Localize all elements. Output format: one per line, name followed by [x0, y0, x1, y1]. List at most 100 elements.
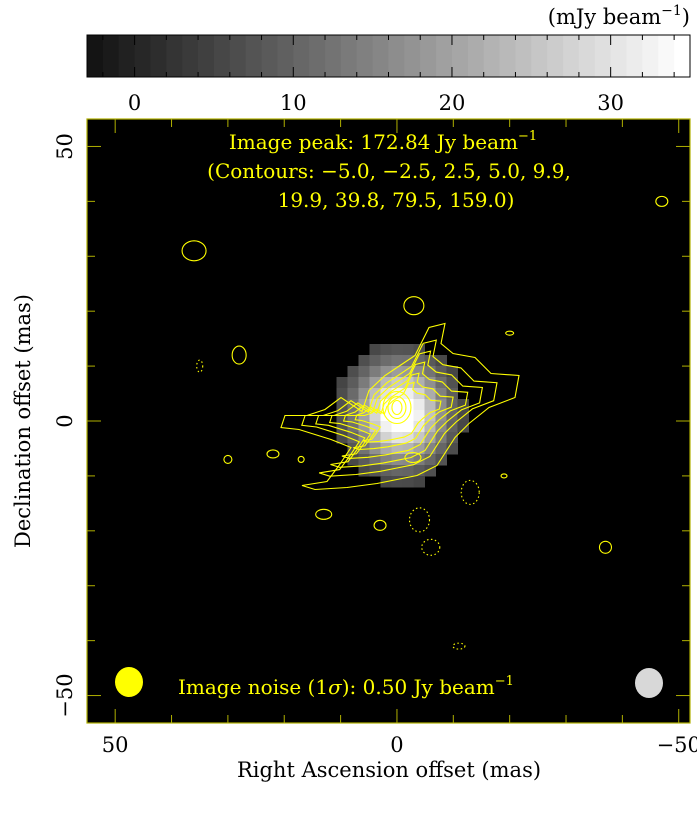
image-pixel: [424, 410, 436, 422]
axis-ticks: [87, 119, 690, 723]
negative-contour-line: [196, 359, 204, 373]
image-pixel: [336, 399, 348, 411]
colorbar-step: [166, 35, 183, 77]
contours-annotation-line2: 19.9, 39.8, 79.5, 159.0): [278, 188, 515, 212]
image-pixel: [347, 399, 359, 411]
colorbar-step: [245, 35, 263, 77]
colorbar-step: [372, 35, 390, 77]
colorbar-step: [499, 35, 517, 77]
image-pixel: [435, 355, 447, 367]
image-pixel: [369, 454, 381, 466]
contour-line: [223, 454, 233, 464]
image-pixel: [391, 377, 403, 389]
image-pixel: [380, 421, 392, 433]
colorbar-tick-label: 20: [439, 91, 466, 115]
colorbar-step: [102, 35, 120, 77]
colorbar-step: [451, 35, 469, 77]
colorbar-step: [610, 35, 628, 77]
image-pixel: [347, 443, 359, 455]
image-pixel: [369, 410, 381, 422]
image-pixel: [402, 355, 414, 367]
contour-line: [301, 339, 498, 477]
image-pixel: [336, 388, 348, 400]
image-pixel: [457, 421, 469, 433]
image-pixel: [424, 377, 436, 389]
image-pixel: [369, 421, 381, 433]
image-pixel: [446, 366, 458, 378]
image-pixel: [391, 410, 403, 422]
negative-contour-line: [452, 642, 466, 650]
colorbar-step: [594, 35, 612, 77]
image-pixel: [358, 465, 370, 477]
image-pixel: [446, 443, 458, 455]
contour-line: [231, 345, 247, 365]
image-pixel: [413, 465, 425, 477]
y-axis-title: Declination offset (mas): [11, 294, 35, 548]
image-pixel: [435, 410, 447, 422]
image-pixel: [369, 465, 381, 477]
image-pixel: [413, 443, 425, 455]
colorbar-step: [388, 35, 405, 77]
colorbar-step: [404, 35, 421, 77]
image-pixel: [380, 399, 392, 411]
colorbar-step: [515, 35, 532, 77]
contour-line: [391, 399, 403, 416]
negative-contour-line: [460, 479, 480, 505]
image-pixel: [336, 432, 348, 444]
axis-tick-labels: 0 10 20 30 50 0 −50 50 0 −50: [53, 91, 697, 757]
colorbar-step: [150, 35, 167, 77]
image-pixel: [446, 388, 458, 400]
image-pixel: [358, 377, 370, 389]
image-pixel: [435, 399, 447, 411]
image-pixel: [435, 443, 447, 455]
image-pixel: [358, 355, 370, 367]
image-pixel: [358, 454, 370, 466]
image-noise-annotation: Image noise (1σ): 0.50 Jy beam−1: [178, 674, 514, 699]
contour-line: [266, 449, 280, 459]
colorbar-step: [356, 35, 374, 77]
image-pixel: [402, 443, 414, 455]
image-pixel: [369, 377, 381, 389]
image-pixel: [413, 399, 425, 411]
image-pixel: [457, 399, 469, 411]
colorbar-step: [642, 35, 659, 77]
image-pixel: [380, 355, 392, 367]
x-tick-label: −50: [657, 733, 697, 757]
contour-line: [598, 540, 613, 554]
contour-line: [382, 390, 412, 425]
image-pixel: [369, 366, 381, 378]
x-tick-label: 0: [390, 733, 403, 757]
image-pixel: [435, 366, 447, 378]
colorbar-tick-label: 0: [128, 91, 141, 115]
image-pixel: [391, 443, 403, 455]
image-pixel: [380, 410, 392, 422]
image-pixel: [413, 476, 425, 488]
image-pixel: [446, 421, 458, 433]
image-pixel: [347, 388, 359, 400]
image-pixel: [424, 366, 436, 378]
image-pixel: [391, 421, 403, 433]
colorbar-step: [182, 35, 199, 77]
image-pixel: [424, 432, 436, 444]
colorbar-step: [213, 35, 231, 77]
image-pixel: [413, 366, 425, 378]
colorbar-step: [134, 35, 152, 77]
contour-line: [280, 322, 520, 491]
contour-line: [181, 240, 207, 262]
image-pixel: [413, 377, 425, 389]
colorbar-unit-label: (mJy beam−1): [548, 3, 690, 29]
image-pixel: [369, 432, 381, 444]
colorbar-step: [467, 35, 485, 77]
image-pixel: [435, 388, 447, 400]
image-pixel: [402, 344, 414, 356]
image-pixel: [424, 388, 436, 400]
image-pixel: [402, 388, 414, 400]
colorbar-step: [293, 35, 310, 77]
colorbar-tick-label: 10: [280, 91, 307, 115]
contour-set: [181, 195, 669, 650]
image-pixel: [380, 388, 392, 400]
image-pixel: [391, 476, 403, 488]
image-pixel: [347, 454, 359, 466]
image-pixel: [402, 410, 414, 422]
image-pixel: [380, 465, 392, 477]
